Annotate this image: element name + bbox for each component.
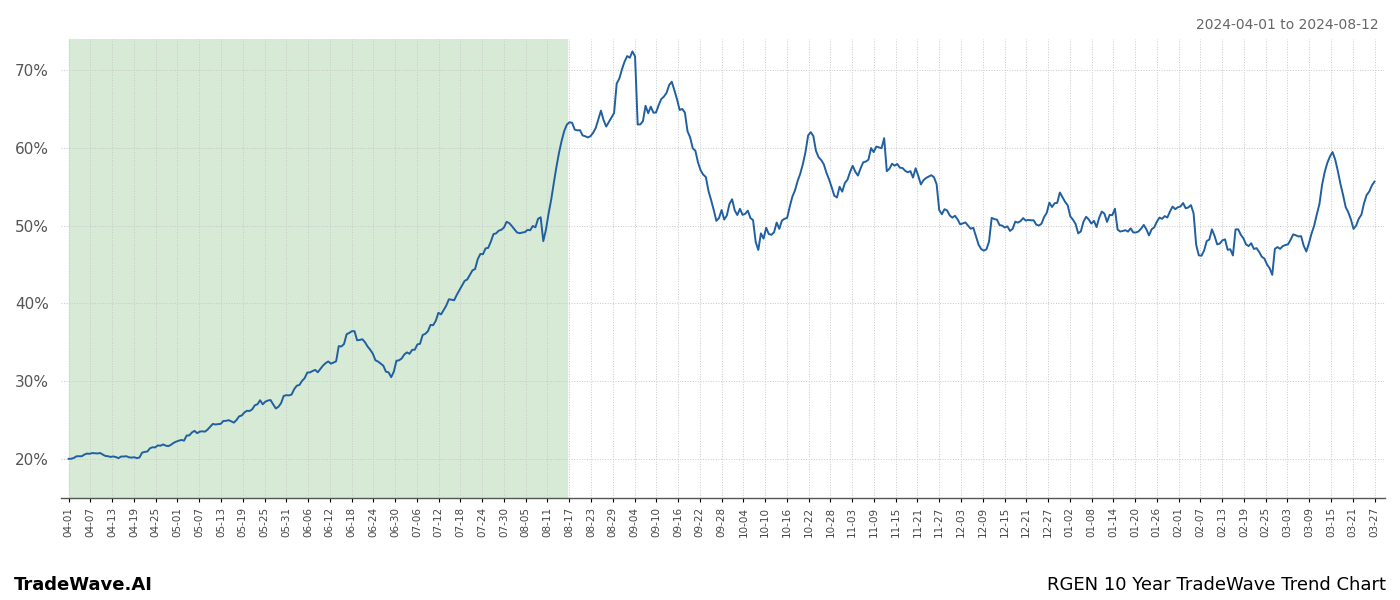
Bar	[69, 39, 567, 498]
Text: RGEN 10 Year TradeWave Trend Chart: RGEN 10 Year TradeWave Trend Chart	[1047, 576, 1386, 594]
Text: 2024-04-01 to 2024-08-12: 2024-04-01 to 2024-08-12	[1197, 18, 1379, 32]
Text: TradeWave.AI: TradeWave.AI	[14, 576, 153, 594]
